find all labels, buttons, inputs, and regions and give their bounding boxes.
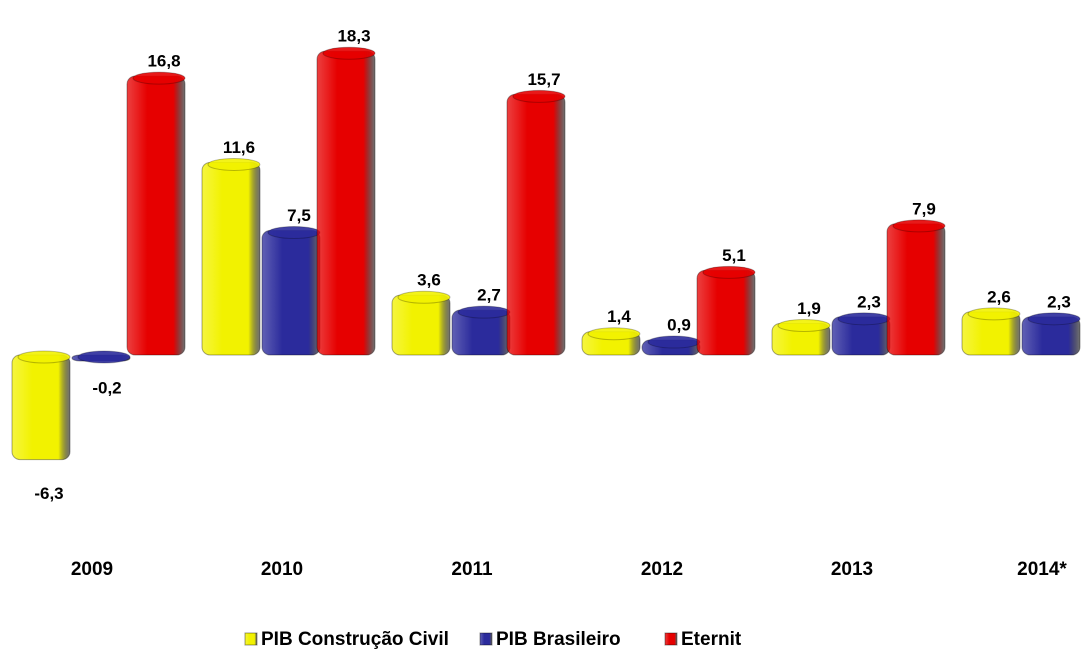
value-label: 18,3: [337, 27, 370, 46]
legend-label: PIB Brasileiro: [496, 629, 621, 650]
bar: [201, 161, 261, 356]
bar-cap: [397, 290, 451, 304]
value-label: -6,3: [34, 484, 63, 503]
bar: [886, 223, 946, 356]
bar-cap: [967, 307, 1021, 321]
bar-cap: [132, 71, 186, 85]
bar-cap: [892, 219, 946, 233]
value-label: 2,3: [1047, 292, 1071, 311]
bar-cap: [702, 265, 756, 279]
value-label: 5,1: [722, 246, 746, 265]
bar-cap: [17, 350, 71, 364]
bar-cap: [837, 312, 891, 326]
x-tick-label: 2010: [261, 559, 303, 580]
value-label: -0,2: [92, 378, 121, 397]
value-label: 16,8: [147, 52, 180, 71]
x-tick-label: 2011: [451, 559, 493, 580]
legend-label: Eternit: [681, 629, 742, 650]
bar-cap: [267, 226, 321, 239]
bar: [126, 75, 186, 356]
value-label: 7,5: [287, 206, 311, 225]
value-label: 1,9: [797, 299, 821, 318]
bar-cap: [77, 350, 131, 364]
bar-cap: [207, 157, 261, 171]
value-label: 15,7: [527, 70, 560, 89]
bar-cap: [1027, 312, 1081, 326]
value-label: 1,4: [607, 307, 631, 326]
bar: [11, 354, 71, 461]
value-label: 3,6: [417, 271, 441, 290]
value-label: 11,6: [223, 138, 255, 157]
bar-cap: [587, 327, 641, 341]
bar-cap: [457, 305, 511, 319]
legend-swatch: [244, 632, 258, 646]
value-label: 0,9: [667, 316, 691, 335]
legend-swatch: [664, 632, 678, 646]
bar: [316, 50, 376, 356]
legend-label: PIB Construção Civil: [261, 629, 449, 650]
value-label: 2,6: [987, 287, 1011, 306]
bar: [506, 93, 566, 356]
x-tick-label: 2014*: [1017, 559, 1067, 580]
bar: [391, 294, 451, 356]
bar-cap: [512, 89, 566, 103]
x-tick-label: 2012: [641, 559, 683, 580]
bar-cap: [322, 46, 376, 60]
bar: [696, 269, 756, 356]
value-label: 7,9: [912, 199, 936, 218]
x-tick-label: 2009: [71, 559, 113, 580]
bar-cap: [777, 318, 831, 332]
value-label: 2,7: [477, 286, 501, 305]
legend-swatch: [479, 632, 493, 646]
bar-cap: [647, 335, 701, 349]
x-tick-label: 2013: [831, 559, 873, 580]
value-label: 2,3: [857, 292, 881, 311]
bar: [261, 230, 321, 356]
